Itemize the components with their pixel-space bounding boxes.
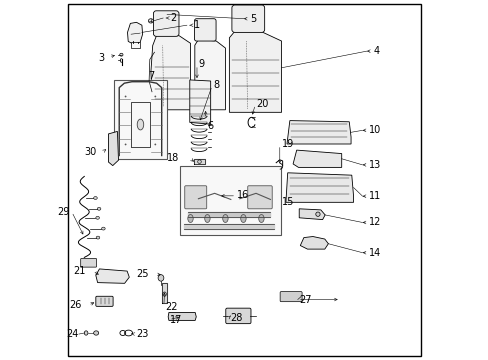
Polygon shape: [229, 31, 281, 112]
Text: 19: 19: [281, 139, 293, 149]
FancyBboxPatch shape: [131, 42, 140, 48]
Polygon shape: [299, 209, 325, 220]
Ellipse shape: [102, 227, 105, 230]
Polygon shape: [194, 159, 204, 164]
Polygon shape: [96, 269, 129, 283]
Polygon shape: [108, 131, 118, 166]
Polygon shape: [300, 237, 328, 249]
Text: 6: 6: [206, 121, 213, 131]
Text: 23: 23: [136, 329, 148, 339]
Ellipse shape: [94, 331, 99, 335]
Ellipse shape: [187, 215, 193, 222]
Ellipse shape: [158, 275, 163, 281]
FancyBboxPatch shape: [96, 296, 113, 306]
Text: 27: 27: [299, 294, 311, 305]
FancyBboxPatch shape: [231, 5, 264, 32]
Polygon shape: [189, 80, 210, 124]
Ellipse shape: [240, 215, 245, 222]
Ellipse shape: [204, 215, 210, 222]
FancyBboxPatch shape: [225, 308, 250, 324]
Text: 21: 21: [74, 266, 86, 276]
Polygon shape: [151, 34, 190, 110]
Text: 5: 5: [249, 14, 256, 24]
Text: 17: 17: [169, 315, 182, 325]
Ellipse shape: [222, 215, 228, 222]
Ellipse shape: [154, 144, 156, 145]
FancyBboxPatch shape: [153, 11, 179, 36]
Ellipse shape: [148, 19, 153, 23]
Ellipse shape: [96, 216, 99, 219]
Ellipse shape: [94, 197, 97, 199]
Text: 18: 18: [167, 153, 179, 163]
Ellipse shape: [197, 160, 201, 163]
Text: 10: 10: [368, 125, 381, 135]
Ellipse shape: [163, 292, 166, 296]
Ellipse shape: [96, 236, 100, 239]
Ellipse shape: [258, 215, 264, 222]
Text: 26: 26: [69, 300, 81, 310]
Polygon shape: [292, 150, 341, 167]
FancyBboxPatch shape: [114, 80, 167, 159]
Text: 4: 4: [373, 46, 379, 56]
Text: 11: 11: [368, 191, 381, 201]
Polygon shape: [162, 283, 167, 303]
FancyBboxPatch shape: [247, 186, 272, 209]
Text: 28: 28: [230, 312, 242, 323]
FancyBboxPatch shape: [280, 292, 302, 302]
Text: 12: 12: [368, 217, 381, 228]
FancyBboxPatch shape: [81, 258, 96, 267]
Text: 7: 7: [148, 71, 154, 81]
Ellipse shape: [84, 331, 88, 335]
Polygon shape: [127, 22, 142, 44]
FancyBboxPatch shape: [194, 19, 216, 41]
Text: 24: 24: [66, 329, 79, 339]
Ellipse shape: [124, 144, 126, 145]
FancyBboxPatch shape: [184, 186, 206, 209]
Polygon shape: [286, 121, 350, 144]
Text: 30: 30: [84, 147, 96, 157]
Polygon shape: [187, 212, 270, 217]
Text: 9: 9: [198, 59, 204, 69]
Ellipse shape: [154, 96, 156, 98]
Polygon shape: [168, 312, 196, 320]
Ellipse shape: [137, 119, 143, 130]
Ellipse shape: [120, 53, 123, 56]
Polygon shape: [285, 173, 353, 202]
Text: 1: 1: [194, 20, 200, 30]
Polygon shape: [194, 40, 225, 110]
Text: 16: 16: [237, 190, 249, 200]
Text: 25: 25: [136, 269, 149, 279]
Text: 2: 2: [170, 13, 176, 23]
Ellipse shape: [97, 207, 101, 210]
Text: 8: 8: [213, 80, 219, 90]
Text: 29: 29: [58, 207, 70, 217]
Text: 22: 22: [165, 302, 178, 312]
Ellipse shape: [124, 96, 126, 98]
Text: 14: 14: [368, 248, 381, 258]
Text: 3: 3: [98, 53, 104, 63]
Text: 13: 13: [368, 160, 381, 170]
Ellipse shape: [315, 212, 320, 216]
Text: 15: 15: [282, 197, 294, 207]
FancyBboxPatch shape: [180, 166, 280, 235]
Text: 20: 20: [256, 99, 268, 109]
Polygon shape: [183, 224, 273, 229]
